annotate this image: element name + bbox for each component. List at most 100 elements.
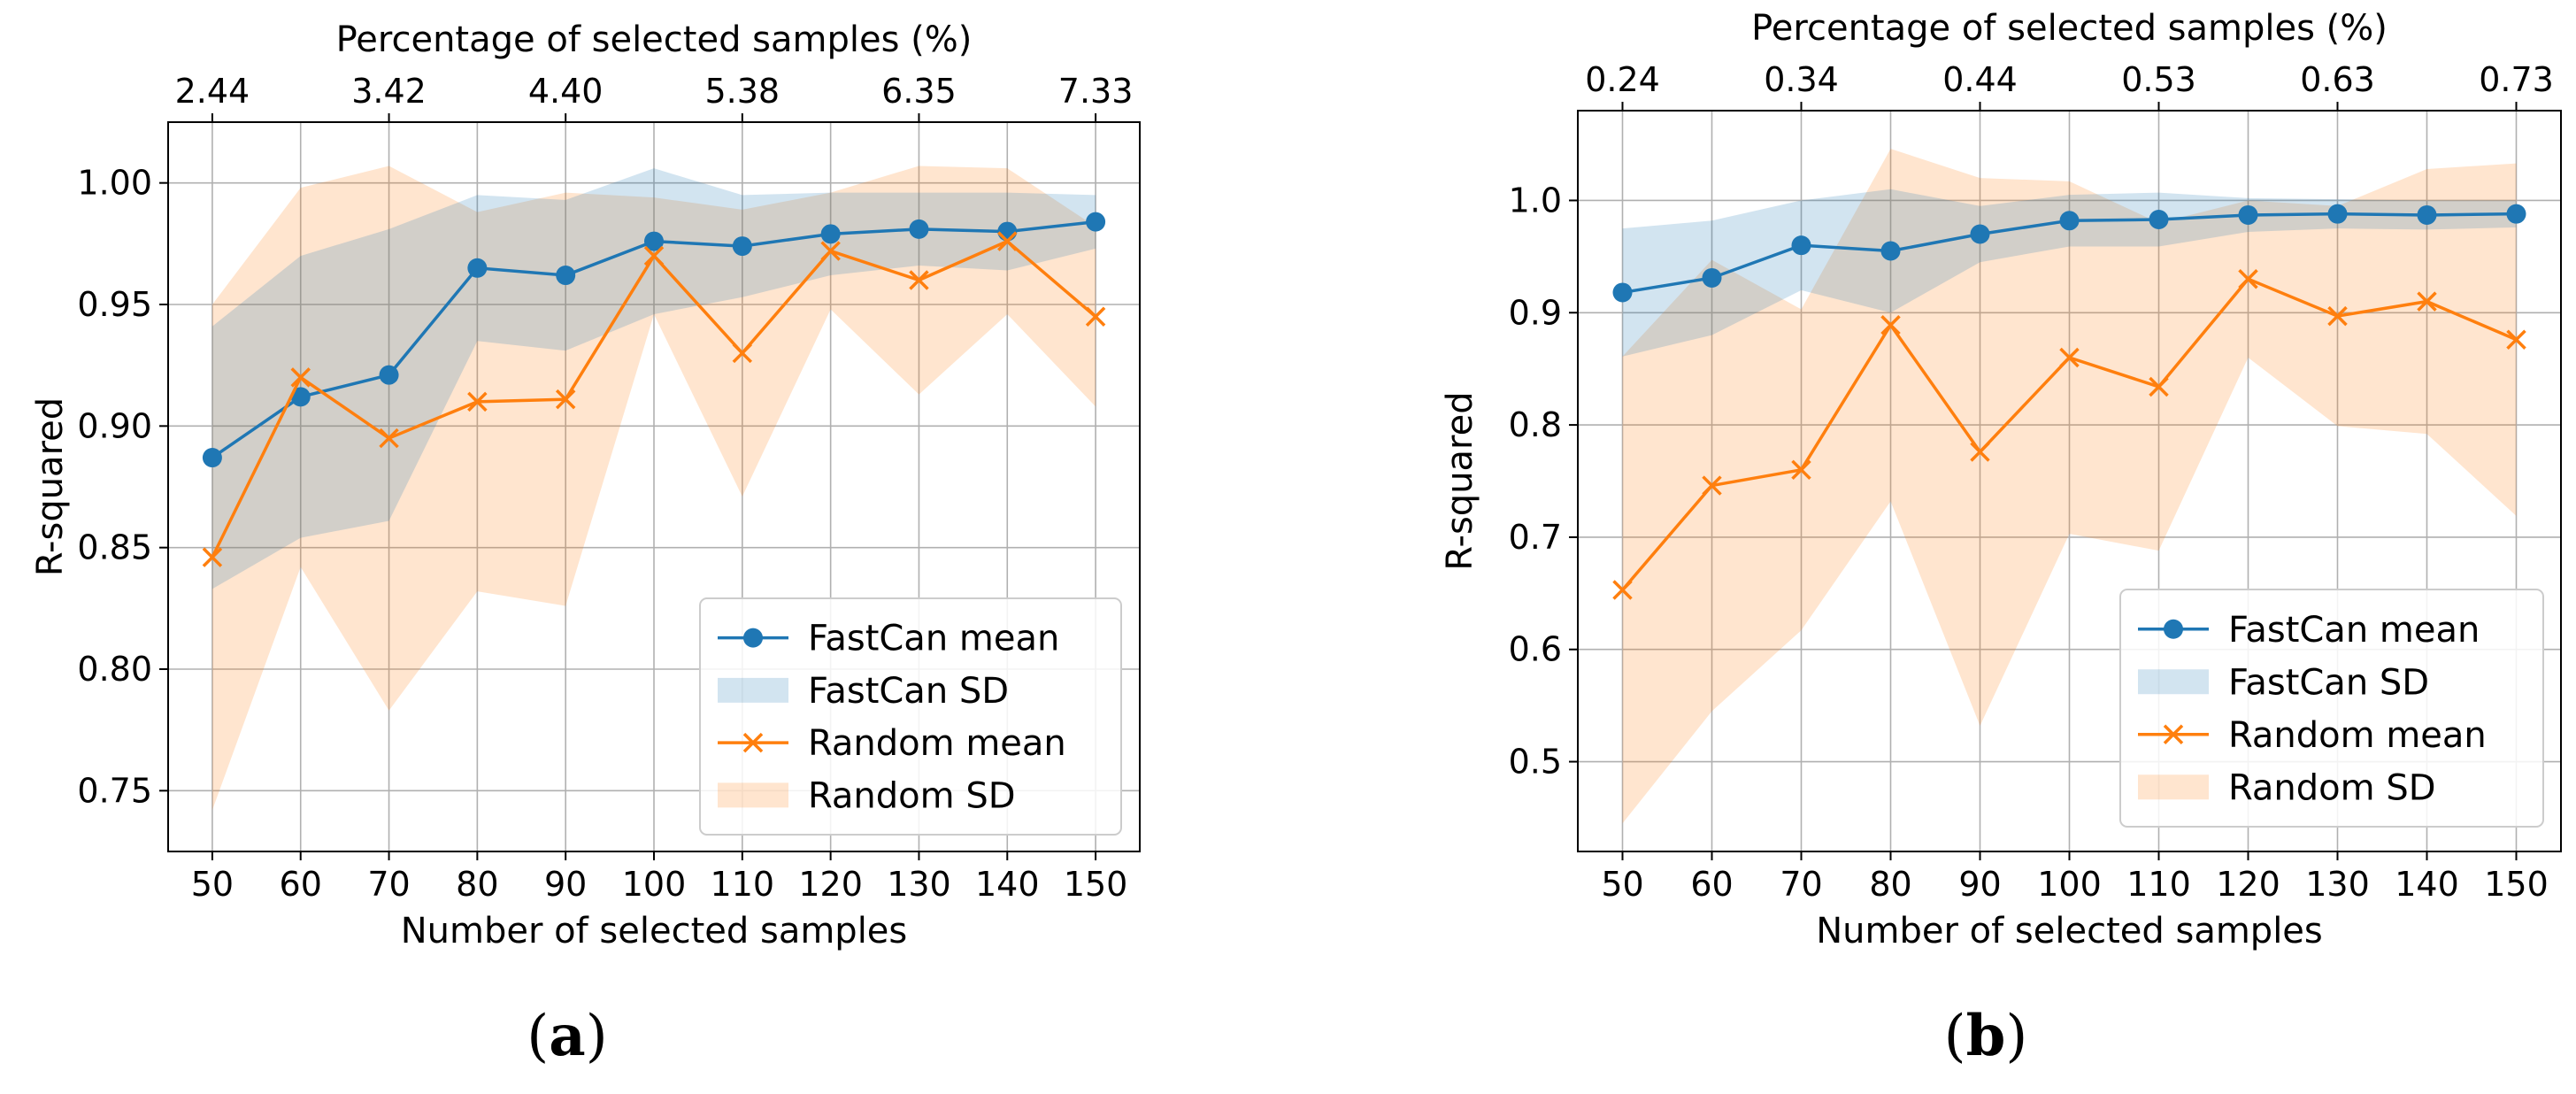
chart-a-ytick-label-2: 0.85 xyxy=(77,528,152,567)
chart-a-ytick-label-3: 0.90 xyxy=(77,406,152,445)
chart-b-point-fastcan-9 xyxy=(2417,204,2437,225)
chart-b-xtick-label-3: 80 xyxy=(1869,865,1911,904)
chart-a-point-fastcan-3 xyxy=(467,258,488,278)
chart-a-xtick-label-7: 120 xyxy=(798,865,863,904)
chart-b-top-tick-label-0: 0.24 xyxy=(1585,60,1660,99)
chart-a: 50 60 70 80 90 100 110 120 130 140 150 0.75 0.80 0.85… xyxy=(30,19,1141,951)
chart-a-xtick-label-0: 50 xyxy=(191,865,234,904)
chart-b-top-tick-label-2: 0.44 xyxy=(1942,60,2018,99)
chart-b-legend-swatch-random-sd xyxy=(2138,774,2209,800)
chart-a-legend-label-fastcan-mean: FastCan mean xyxy=(808,619,1059,659)
chart-a-legend-swatch-random-sd xyxy=(718,782,788,808)
chart-b-xtick-label-2: 70 xyxy=(1780,865,1822,904)
chart-a-xtick-label-1: 60 xyxy=(280,865,322,904)
chart-a-legend-label-random-mean: Random mean xyxy=(808,723,1066,764)
chart-b-point-fastcan-4 xyxy=(1970,224,1990,244)
chart-b-point-random-3 xyxy=(1880,314,1901,335)
chart-b-top-xlabel: Percentage of selected samples (%) xyxy=(1751,8,2388,49)
chart-b-ylabel: R-squared xyxy=(1440,391,1480,570)
chart-a-xtick-label-2: 70 xyxy=(367,865,410,904)
chart-a-legend-label-random-sd: Random SD xyxy=(808,775,1016,816)
chart-a-ytick-label-1: 0.80 xyxy=(77,650,152,689)
panel-label-b: (b) xyxy=(1944,1003,2028,1069)
chart-a-point-fastcan-0 xyxy=(202,448,222,468)
chart-a-xtick-label-5: 100 xyxy=(622,865,687,904)
chart-b-point-random-6 xyxy=(2149,376,2169,397)
chart-a-point-random-4 xyxy=(555,389,576,410)
chart-b-legend-marker-random-mean xyxy=(2163,724,2184,744)
chart-a-top-tick-label-3: 5.38 xyxy=(705,72,780,111)
chart-a-xtick-label-6: 110 xyxy=(711,865,775,904)
chart-a-point-fastcan-6 xyxy=(732,236,752,257)
chart-b-legend-label-fastcan-sd: FastCan SD xyxy=(2228,662,2429,703)
chart-b-point-random-8 xyxy=(2327,305,2348,327)
chart-b-xtick-label-5: 100 xyxy=(2037,865,2102,904)
chart-a-point-fastcan-4 xyxy=(556,266,576,286)
chart-a-point-random-7 xyxy=(820,241,841,261)
chart-b-point-random-7 xyxy=(2238,268,2258,289)
chart-b-legend-label-random-mean: Random mean xyxy=(2228,715,2487,756)
chart-a-point-fastcan-2 xyxy=(379,365,399,385)
chart-b-ytick-label-0: 0.5 xyxy=(1509,743,1562,782)
chart-a-point-fastcan-10 xyxy=(1086,212,1106,232)
chart-a-legend-marker-fastcan-mean xyxy=(743,628,763,648)
chart-b-point-random-9 xyxy=(2417,291,2437,312)
chart-a-legend-box xyxy=(699,597,1122,836)
chart-a-ytick-label-5: 1.00 xyxy=(77,164,152,203)
chart-b-band-random xyxy=(1622,149,2517,824)
chart-b-xtick-label-8: 130 xyxy=(2305,865,2370,904)
chart-b-xtick-label-10: 150 xyxy=(2484,865,2549,904)
chart-a-point-random-2 xyxy=(379,428,399,449)
chart-b-legend-marker-fastcan-mean xyxy=(2164,619,2183,639)
chart-b-point-fastcan-0 xyxy=(1612,282,1633,303)
chart-a-point-fastcan-8 xyxy=(909,219,929,239)
chart-b-xtick-label-0: 50 xyxy=(1601,865,1643,904)
chart-a-ylabel: R-squared xyxy=(30,397,71,576)
chart-b-point-fastcan-10 xyxy=(2506,204,2526,224)
chart-a-point-random-10 xyxy=(1085,306,1106,327)
chart-b-point-fastcan-6 xyxy=(2149,210,2169,230)
chart-b-ytick-label-1: 0.6 xyxy=(1509,630,1562,669)
chart-b-point-random-4 xyxy=(1970,442,1990,462)
chart-b-point-fastcan-2 xyxy=(1791,235,1811,256)
chart-b-xtick-label-1: 60 xyxy=(1690,865,1733,904)
chart-b-xtick-label-9: 140 xyxy=(2395,865,2459,904)
chart-a-legend-swatch-fastcan-sd xyxy=(718,677,788,703)
chart-b-ytick-label-5: 1.0 xyxy=(1509,181,1562,220)
chart-b-point-random-10 xyxy=(2506,329,2526,350)
chart-b-top-tick-label-3: 0.53 xyxy=(2121,60,2196,99)
chart-b-point-fastcan-1 xyxy=(1702,267,1722,288)
chart-b-legend-label-random-sd: Random SD xyxy=(2228,767,2436,808)
panel-label-a-letter: a xyxy=(549,1003,585,1069)
chart-b-ytick-label-2: 0.7 xyxy=(1509,518,1562,557)
chart-a-legend: FastCan mean FastCan SD Random mean Random … xyxy=(699,597,1122,836)
chart-b-xtick-label-7: 120 xyxy=(2216,865,2280,904)
chart-a-top-tick-label-0: 2.44 xyxy=(175,72,250,111)
chart-b-band-fastcan xyxy=(1622,189,2517,357)
chart-a-xlabel: Number of selected samples xyxy=(401,911,908,951)
chart-a-top-xlabel: Percentage of selected samples (%) xyxy=(336,19,973,60)
chart-a-top-tick-label-1: 3.42 xyxy=(351,72,427,111)
chart-b-point-random-5 xyxy=(2059,347,2080,368)
chart-a-top-tick-label-4: 6.35 xyxy=(881,72,957,111)
chart-a-xtick-label-10: 150 xyxy=(1064,865,1128,904)
chart-b-ytick-label-3: 0.8 xyxy=(1509,405,1562,444)
chart-a-point-fastcan-5 xyxy=(644,231,664,251)
chart-a-point-fastcan-9 xyxy=(997,221,1018,242)
chart-b-top-tick-label-5: 0.73 xyxy=(2479,60,2554,99)
chart-a-xtick-label-4: 90 xyxy=(544,865,587,904)
chart-a-point-random-5 xyxy=(643,245,665,266)
chart-a-xtick-label-3: 80 xyxy=(456,865,498,904)
chart-a-top-tick-label-5: 7.33 xyxy=(1058,72,1134,111)
chart-b-top-tick-label-4: 0.63 xyxy=(2300,60,2375,99)
chart-b-point-fastcan-5 xyxy=(2059,211,2080,231)
chart-b-legend-label-fastcan-mean: FastCan mean xyxy=(2228,610,2480,651)
chart-a-top-tick-label-2: 4.40 xyxy=(528,72,604,111)
chart-b-xlabel: Number of selected samples xyxy=(1816,911,2323,951)
chart-b-ytick-label-4: 0.9 xyxy=(1509,293,1562,332)
chart-b-legend: FastCan mean FastCan SD Random mean Random … xyxy=(2119,589,2544,828)
chart-b-xtick-label-6: 110 xyxy=(2126,865,2191,904)
chart-a-point-fastcan-7 xyxy=(820,224,841,244)
chart-b-point-random-1 xyxy=(1702,475,1722,496)
